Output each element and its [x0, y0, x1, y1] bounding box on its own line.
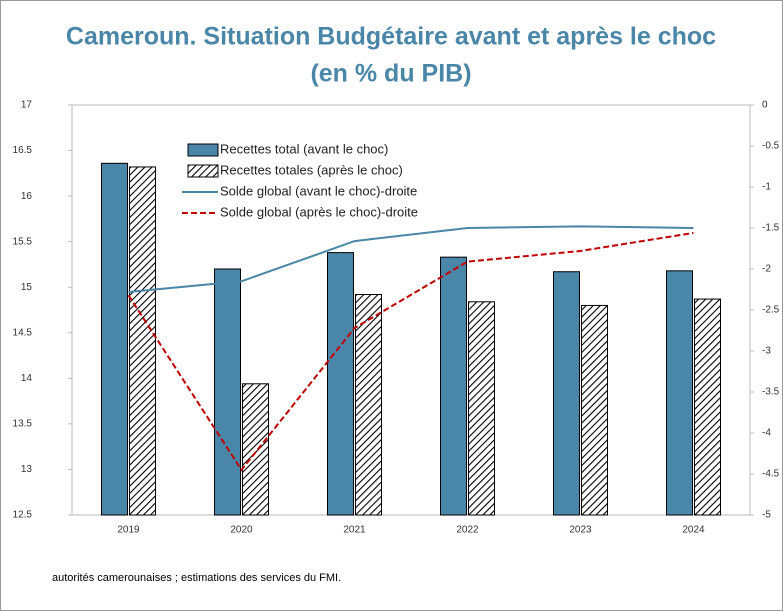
- legend-label: Recettes totales (après le choc): [220, 162, 403, 177]
- y-tick-label: 12.5: [13, 510, 33, 521]
- bar: [553, 271, 580, 516]
- y-tick-label: 14.5: [13, 327, 33, 338]
- y2-tick-label: -2.5: [762, 305, 780, 316]
- y-tick-label: 14: [21, 373, 33, 384]
- bar: [355, 294, 382, 516]
- y2-tick-label: 0: [762, 100, 768, 111]
- y-tick-label: 15.5: [13, 236, 33, 247]
- y2-tick-label: -4.5: [762, 469, 780, 480]
- y2-tick-label: -3.5: [762, 387, 780, 398]
- bar: [581, 304, 608, 516]
- y2-tick-label: -1.5: [762, 223, 780, 234]
- x-tick-label: 2019: [117, 525, 140, 536]
- chart-title: Cameroun. Situation Budgétaire avant et …: [66, 23, 716, 51]
- y2-tick-label: -2: [762, 264, 771, 275]
- y-tick-label: 13.5: [13, 419, 33, 430]
- y2-tick-label: -4: [762, 428, 771, 439]
- bar: [242, 383, 269, 516]
- x-tick-label: 2022: [456, 525, 479, 536]
- x-tick-label: 2023: [569, 525, 592, 536]
- legend-label: Solde global (après le choc)-droite: [220, 204, 418, 219]
- line: [127, 231, 694, 472]
- legend-label: Solde global (avant le choc)-droite: [220, 183, 417, 198]
- bar: [214, 268, 241, 516]
- bar: [327, 252, 354, 516]
- legend-swatch: [187, 164, 219, 178]
- x-tick-label: 2021: [343, 525, 366, 536]
- y2-tick-label: -5: [762, 510, 771, 521]
- y-tick-label: 16.5: [13, 145, 33, 156]
- bar: [101, 162, 128, 516]
- bar: [440, 256, 467, 516]
- note: autorités camerounaises ; estimations de…: [52, 572, 341, 584]
- y2-tick-label: -1: [762, 182, 771, 193]
- y2-tick-label: -3: [762, 346, 771, 357]
- bar: [129, 166, 156, 516]
- y-tick-label: 13: [21, 464, 33, 475]
- y2-tick-label: -0.5: [762, 141, 780, 152]
- legend-label: Recettes total (avant le choc): [220, 141, 388, 156]
- bar: [666, 270, 693, 516]
- y-tick-label: 15: [21, 282, 33, 293]
- chart-subtitle: (en % du PIB): [310, 60, 471, 88]
- y-tick-label: 16: [21, 191, 33, 202]
- line: [128, 225, 694, 293]
- bar: [694, 298, 721, 516]
- bar: [468, 301, 495, 516]
- y-tick-label: 17: [21, 100, 33, 111]
- legend-swatch: [187, 143, 219, 157]
- x-tick-label: 2020: [230, 525, 253, 536]
- x-tick-label: 2024: [682, 525, 705, 536]
